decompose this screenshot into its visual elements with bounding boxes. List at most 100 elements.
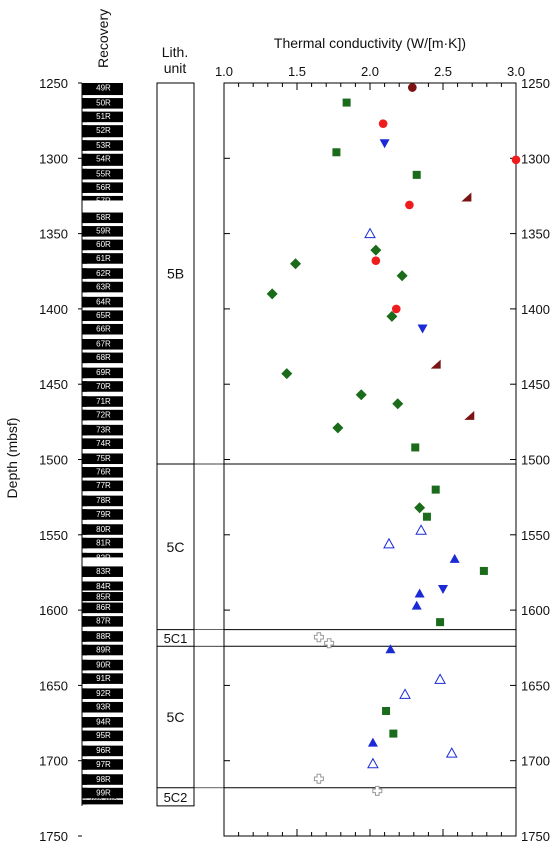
core-bar-tick [82, 453, 87, 465]
core-label: 74R [96, 439, 111, 448]
core-label: 70R [96, 382, 111, 391]
right-depth-tick-label: 1300 [521, 151, 550, 166]
data-point-triangle-open [434, 673, 446, 684]
core-label: 65R [96, 311, 111, 320]
data-point-square [436, 618, 445, 627]
data-point-triangle-open [383, 537, 395, 549]
core-label: 55R [96, 169, 111, 178]
core-label: 66R [96, 325, 111, 334]
depth-tick-label: 1550 [39, 528, 68, 543]
data-point-square [389, 729, 398, 738]
core-bar-tick [82, 602, 87, 614]
data-point-triangle-down [379, 139, 390, 149]
core-bar [82, 509, 123, 520]
core-bar-tick [82, 226, 87, 237]
data-point-diamond [370, 244, 382, 256]
core-bar [82, 774, 123, 785]
core-bar-tick [82, 168, 87, 180]
core-bar [82, 424, 123, 436]
core-label: 62R [96, 269, 111, 278]
data-point-diamond [396, 270, 408, 282]
lith-unit-label: 5C [167, 709, 185, 725]
lithology-column: Lith. unit 5B 5C 5C1 5C 5C2 [156, 44, 224, 807]
core-bar [82, 438, 123, 449]
core-bar-tick [82, 182, 87, 193]
core-bar [82, 140, 123, 151]
data-point-circle [378, 119, 388, 128]
core-bar-tick [82, 268, 87, 279]
core-bar [82, 339, 123, 350]
core-bar-tick [82, 296, 87, 308]
core-bar-tick [82, 195, 87, 201]
depth-tick-label: 1750 [39, 829, 68, 844]
core-label: 78R [96, 496, 111, 505]
core-label: 60R [96, 240, 111, 249]
core-bar-tick [82, 592, 87, 602]
right-depth-tick-label: 1650 [521, 678, 550, 693]
core-bar [82, 396, 123, 407]
right-depth-tick-label: 1550 [521, 528, 550, 543]
data-point-square [479, 566, 488, 575]
depth-axis-label: Depth (mbsf) [4, 418, 20, 499]
data-point-diamond [290, 258, 302, 270]
core-label: 49R [96, 84, 111, 93]
core-bar [82, 352, 123, 364]
core-bar-tick [82, 644, 87, 656]
data-point-corner-triangle [461, 192, 472, 202]
core-bar [82, 226, 123, 237]
core-label: 85R [96, 593, 111, 602]
core-bar-tick [82, 239, 87, 251]
right-depth-tick-label: 1600 [521, 603, 550, 618]
core-bar-tick [82, 799, 87, 805]
core-label: 69R [96, 368, 111, 377]
core-bar-tick [82, 83, 87, 96]
core-bar-tick [82, 509, 87, 520]
core-label: 99R [96, 788, 111, 797]
core-bar [82, 799, 123, 805]
core-bar-tick [82, 281, 87, 293]
core-bar [82, 182, 123, 193]
data-point-triangle-down [438, 585, 448, 595]
core-bar-tick [82, 717, 87, 728]
core-bar [82, 467, 123, 478]
core-bar [82, 659, 123, 671]
core-bar-tick [82, 774, 87, 785]
depth-tick-label: 1450 [39, 377, 68, 392]
core-label: 96R [96, 746, 111, 755]
data-point-triangle-up [411, 600, 422, 610]
right-depth-tick-label: 1700 [521, 754, 550, 769]
data-point-square [411, 443, 420, 452]
core-label: 91R [96, 674, 111, 683]
core-bar [82, 673, 123, 684]
core-bar [82, 688, 123, 699]
lith-header-line1: Lith. [162, 44, 188, 60]
core-bar-tick [82, 339, 87, 350]
core-bar [82, 730, 123, 742]
depth-tick-label: 1600 [39, 603, 68, 618]
lith-header-line2: unit [164, 60, 187, 76]
core-label: 63R [96, 282, 111, 291]
core-label: 71R [96, 397, 111, 406]
core-label: 88R [96, 632, 111, 641]
lith-unit-label: 5C2 [164, 790, 188, 805]
core-bar [82, 537, 123, 549]
chart-title: Thermal conductivity (W/[m·K]) [274, 35, 466, 51]
data-point-square [431, 485, 440, 494]
data-point-diamond [392, 398, 404, 410]
core-bar-tick [82, 125, 87, 138]
data-point-circle [371, 256, 381, 266]
core-label: 86R [96, 603, 111, 612]
core-bar [82, 701, 123, 713]
core-bar [82, 524, 123, 535]
depth-tick-label: 1300 [39, 151, 68, 166]
plot-area: Thermal conductivity (W/[m·K]) 1.0 1.5 2.0… [215, 35, 550, 844]
core-bar [82, 495, 123, 507]
data-point-triangle-open [445, 747, 458, 758]
data-point-diamond [414, 502, 426, 514]
core-bar [82, 323, 123, 335]
data-point-triangle-up [414, 588, 425, 598]
core-bar [82, 745, 123, 757]
core-bar [82, 168, 123, 180]
data-point-triangle-up [385, 644, 396, 654]
core-bar-tick [82, 616, 87, 627]
